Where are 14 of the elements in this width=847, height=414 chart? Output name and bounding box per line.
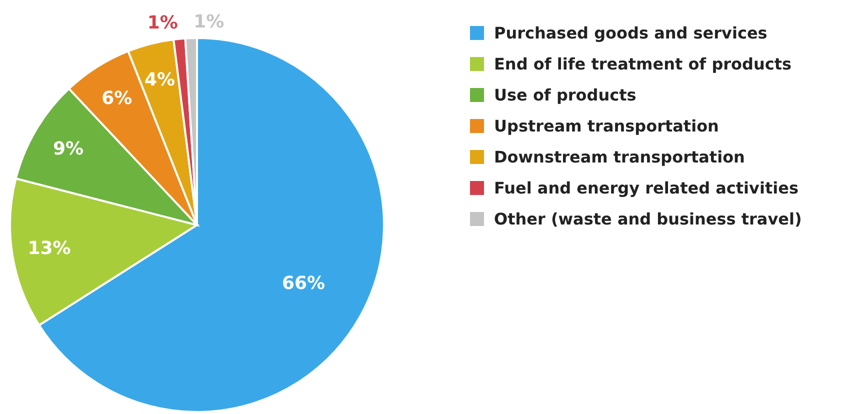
legend-label: Use of products	[494, 86, 636, 104]
legend-label: Purchased goods and services	[494, 24, 768, 42]
legend-label: Other (waste and business travel)	[494, 210, 802, 228]
legend-label: End of life treatment of products	[494, 54, 792, 74]
legend-label: Downstream transportation	[494, 148, 745, 166]
data-label: 66%	[282, 273, 326, 294]
data-label: 6%	[102, 88, 132, 110]
data-label: 1%	[194, 12, 224, 33]
legend-label: Fuel and energy related activities	[494, 178, 798, 198]
data-label: 13%	[28, 238, 71, 259]
legend-label: Upstream transportation	[494, 116, 719, 136]
data-label: 9%	[52, 138, 84, 160]
data-label: 1%	[147, 12, 178, 34]
data-label: 4%	[144, 70, 176, 91]
